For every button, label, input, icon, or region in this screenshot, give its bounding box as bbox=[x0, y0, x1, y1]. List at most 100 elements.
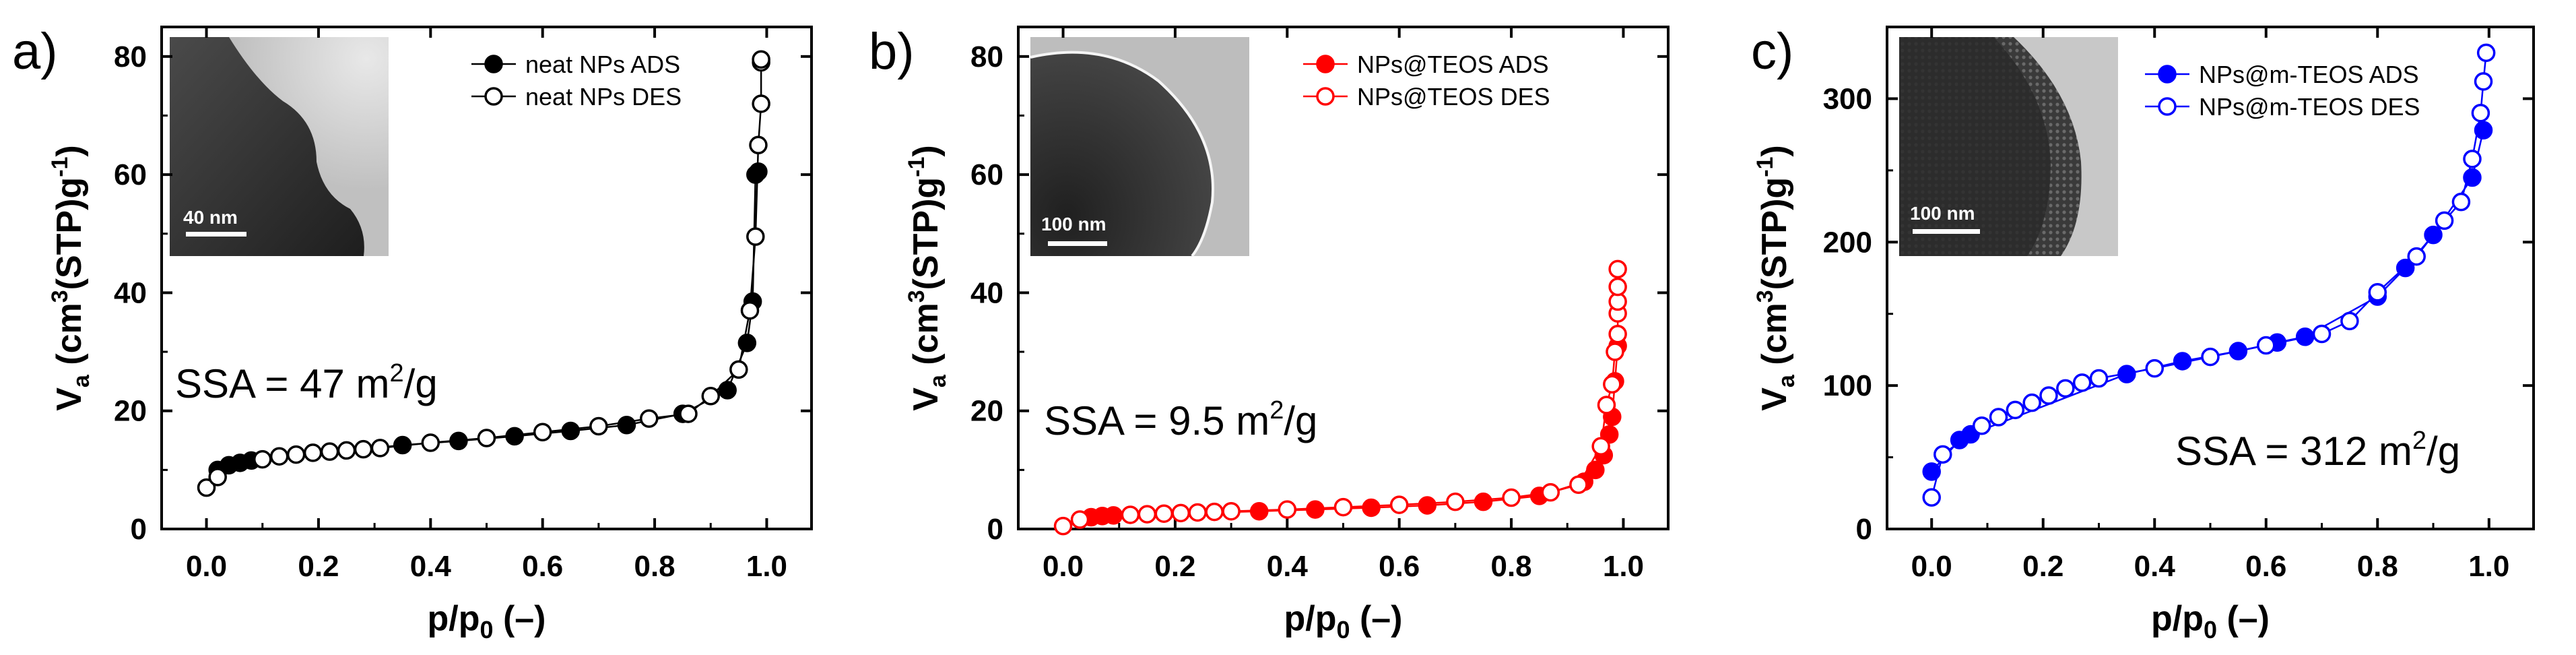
data-point-des-a bbox=[286, 445, 306, 464]
scale-bar-c bbox=[1913, 229, 1980, 234]
data-point-des-b bbox=[1154, 504, 1174, 523]
x-tick-label-b: 0.0 bbox=[1043, 550, 1084, 583]
y-tick-label-c: 200 bbox=[1823, 226, 1872, 259]
y-tick-label-c: 300 bbox=[1823, 82, 1872, 115]
inset-tem-a: 40 nm bbox=[170, 37, 389, 256]
plot-area-a: 0.0 0.2 0.4 0.6 0.8 1.0 0 20 40 60 80 p/p0 (–) Va (c… bbox=[47, 26, 813, 644]
x-tick-label-a: 0.6 bbox=[522, 550, 563, 583]
y-tick-label-a: 80 bbox=[114, 40, 147, 73]
x-tick-label-b: 0.2 bbox=[1154, 550, 1195, 583]
x-tick-label-c: 0.0 bbox=[1911, 550, 1952, 583]
data-point-ads-c bbox=[2474, 121, 2493, 140]
panel-b: b) 100 nm 0.0 0.2 0.4 0.6 0.8 1.0 0 20 40 60 80 p/p… bbox=[869, 23, 1670, 644]
data-point-ads-a bbox=[718, 381, 737, 400]
data-point-des-a bbox=[640, 409, 659, 428]
legend-marker-a bbox=[484, 87, 503, 106]
ssa-annotation-b: SSA = 9.5 m2/g bbox=[1044, 396, 1317, 443]
x-tick-label-b: 0.8 bbox=[1490, 550, 1531, 583]
legend-marker-b bbox=[1316, 55, 1335, 73]
legend-marker-b bbox=[1316, 87, 1335, 106]
data-point-des-b bbox=[1121, 505, 1140, 524]
data-point-ads-a bbox=[561, 421, 581, 441]
data-point-des-a bbox=[679, 404, 698, 423]
data-point-ads-a bbox=[617, 415, 636, 435]
plot-area-b: 0.0 0.2 0.4 0.6 0.8 1.0 0 20 40 60 80 p/p0 (–) Va (c… bbox=[904, 26, 1670, 644]
data-point-des-c bbox=[2312, 324, 2332, 344]
data-point-des-c bbox=[2463, 150, 2482, 168]
data-point-des-b bbox=[1205, 502, 1224, 522]
panel-c: c) 100 nm 0.0 0.2 0.4 0.6 0.8 1.0 0 100 200 300 p/… bbox=[1751, 23, 2535, 644]
data-point-ads-b bbox=[1418, 496, 1437, 515]
y-tick-label-a: 60 bbox=[114, 158, 147, 191]
x-tick-label-a: 0.8 bbox=[634, 550, 675, 583]
data-point-des-b bbox=[1333, 497, 1353, 517]
panel-a: a) 40 nm 0.0 0.2 0.4 0.6 0.8 1.0 0 20 40 60 80 p/p0… bbox=[12, 23, 813, 644]
data-point-ads-c bbox=[1922, 462, 1941, 481]
data-point-des-c bbox=[2471, 103, 2490, 123]
data-point-des-b bbox=[1188, 503, 1207, 522]
data-point-des-a bbox=[749, 135, 768, 155]
inset-particle-b bbox=[1030, 52, 1213, 256]
data-point-des-b bbox=[1608, 325, 1627, 344]
data-point-des-a bbox=[421, 433, 440, 452]
x-tick-label-c: 1.0 bbox=[2468, 550, 2509, 583]
data-point-des-b bbox=[1608, 259, 1627, 279]
legend-marker-c bbox=[2158, 65, 2177, 84]
data-point-des-a bbox=[370, 439, 390, 458]
y-tick-label-b: 80 bbox=[970, 40, 1003, 73]
x-tick-label-b: 1.0 bbox=[1603, 550, 1644, 583]
scale-bar-b bbox=[1048, 241, 1107, 246]
y-tick-label-b: 20 bbox=[970, 395, 1003, 428]
x-tick-label-c: 0.2 bbox=[2022, 550, 2063, 583]
x-tick-label-c: 0.8 bbox=[2357, 550, 2398, 583]
legend-marker-c bbox=[2158, 97, 2177, 116]
data-point-des-c bbox=[1922, 488, 1941, 507]
series-line-des-b bbox=[1063, 269, 1619, 527]
y-axis-title-c: Va (cm3(STP)g-1) bbox=[1752, 145, 1799, 411]
data-point-des-a bbox=[253, 449, 272, 469]
legend-label-b: NPs@TEOS DES bbox=[1357, 83, 1550, 111]
inset-core-c bbox=[1899, 37, 2051, 256]
panel-label-c: c) bbox=[1751, 23, 1793, 80]
data-point-des-a bbox=[337, 441, 356, 460]
data-point-ads-b bbox=[1362, 498, 1381, 518]
x-axis-title-b: p/p0 (–) bbox=[1284, 599, 1402, 644]
data-point-des-a bbox=[354, 439, 373, 459]
y-tick-label-c: 0 bbox=[1856, 513, 1872, 546]
data-point-des-c bbox=[2145, 358, 2164, 378]
data-point-des-c bbox=[2435, 211, 2454, 230]
scale-label-a: 40 nm bbox=[183, 207, 238, 228]
panel-label-b: b) bbox=[869, 23, 915, 80]
data-point-des-a bbox=[477, 429, 496, 447]
scale-label-b: 100 nm bbox=[1041, 214, 1107, 235]
x-tick-label-a: 1.0 bbox=[746, 550, 787, 583]
data-point-des-c bbox=[2022, 393, 2041, 412]
data-point-des-b bbox=[1569, 475, 1588, 495]
plot-area-c: 0.0 0.2 0.4 0.6 0.8 1.0 0 100 200 300 p/p0 (–) Va (… bbox=[1752, 26, 2535, 644]
data-point-des-a bbox=[269, 447, 289, 466]
data-point-des-a bbox=[320, 442, 339, 461]
legend-label-b: NPs@TEOS ADS bbox=[1357, 51, 1549, 78]
inset-particle-a bbox=[170, 37, 364, 256]
data-point-des-b bbox=[1053, 516, 1073, 536]
legend-label-a: neat NPs ADS bbox=[525, 51, 680, 78]
data-point-des-c bbox=[2451, 192, 2471, 212]
data-point-des-c bbox=[2039, 386, 2058, 405]
data-point-des-a bbox=[752, 94, 770, 113]
data-point-des-a bbox=[197, 478, 216, 497]
y-tick-label-b: 40 bbox=[970, 276, 1003, 309]
data-point-des-b bbox=[1597, 396, 1616, 414]
data-point-des-b bbox=[1171, 503, 1190, 523]
x-axis-title-a: p/p0 (–) bbox=[427, 599, 546, 644]
legend-marker-a bbox=[484, 55, 503, 73]
data-point-des-b bbox=[1502, 488, 1521, 507]
y-tick-label-c: 100 bbox=[1823, 369, 1872, 402]
data-point-des-a bbox=[752, 50, 770, 69]
data-point-des-c bbox=[2474, 72, 2493, 91]
data-point-des-c bbox=[1989, 408, 2008, 427]
x-tick-label-b: 0.4 bbox=[1267, 550, 1309, 583]
inset-tem-c: 100 nm bbox=[1899, 37, 2118, 256]
data-point-des-b bbox=[1608, 277, 1627, 297]
data-point-des-b bbox=[1541, 482, 1560, 502]
